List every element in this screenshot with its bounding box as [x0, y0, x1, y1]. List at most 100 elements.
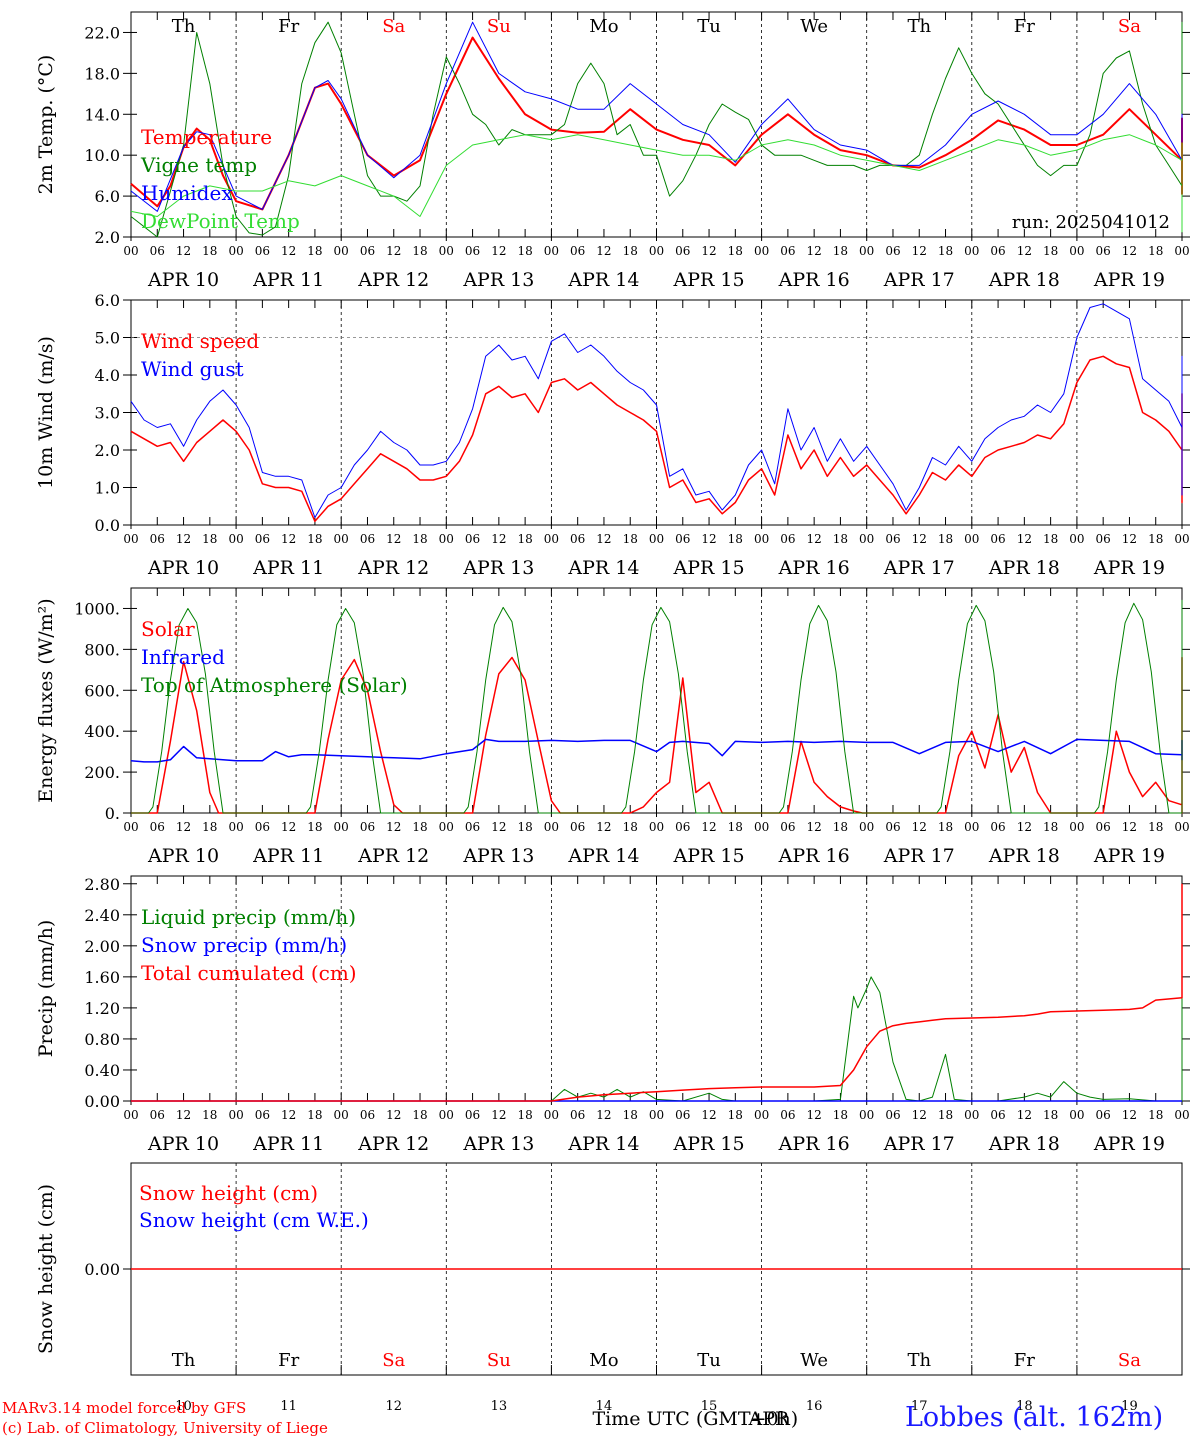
- hour-tick-label: 00: [228, 1108, 243, 1122]
- hour-tick-label: 06: [780, 244, 795, 258]
- hour-tick-label: 18: [1043, 1108, 1058, 1122]
- date-label: APR 10: [147, 845, 219, 867]
- hour-tick-label: 06: [465, 244, 480, 258]
- date-label: APR 16: [778, 557, 850, 579]
- hour-tick-label: 00: [754, 532, 769, 546]
- y-tick-label: 18.0: [84, 64, 120, 83]
- date-label: APR 19: [1093, 557, 1165, 579]
- hour-tick-label: 18: [938, 532, 953, 546]
- hour-tick-label: 06: [885, 244, 900, 258]
- hour-tick-label: 12: [386, 1108, 401, 1122]
- hour-tick-label: 06: [990, 820, 1005, 834]
- series-line-liquid-precip-mm-h-: [131, 957, 1183, 1102]
- hour-tick-label: 06: [675, 820, 690, 834]
- y-tick-label: 0.40: [84, 1061, 120, 1080]
- series-line-top-of-atmosphere-solar-: [131, 599, 1183, 814]
- hour-tick-label: 12: [386, 532, 401, 546]
- hour-tick-label: 12: [1017, 1108, 1032, 1122]
- weekday-label: We: [800, 16, 828, 37]
- weekday-label: Th: [172, 1350, 196, 1371]
- date-label: APR 17: [883, 845, 955, 867]
- hour-tick-label: 00: [228, 820, 243, 834]
- date-label: APR 19: [1093, 269, 1165, 291]
- date-label: APR 14: [567, 845, 639, 867]
- weekday-label: Fr: [278, 1350, 299, 1371]
- hour-tick-label: 12: [491, 532, 506, 546]
- series-line-total-cumulated-cm-: [131, 883, 1183, 1102]
- weekday-label: Sa: [382, 1350, 405, 1371]
- date-label: APR 12: [357, 269, 429, 291]
- weekday-label: Th: [907, 1350, 931, 1371]
- hour-tick-label: 12: [701, 532, 716, 546]
- model-credit-line: MARv3.14 model forced by GFS: [2, 1399, 247, 1417]
- hour-tick-label: 18: [1043, 244, 1058, 258]
- day-number-label: 14: [596, 1399, 613, 1414]
- hour-tick-label: 06: [780, 532, 795, 546]
- hour-tick-label: 18: [1148, 820, 1163, 834]
- date-label: APR 13: [462, 1133, 534, 1155]
- hour-tick-label: 00: [544, 1108, 559, 1122]
- hour-tick-label: 00: [334, 244, 349, 258]
- hour-tick-label: 18: [202, 244, 217, 258]
- hour-tick-label: 06: [990, 1108, 1005, 1122]
- run-annotation: run: 2025041012: [1012, 212, 1170, 233]
- legend-entry: Total cumulated (cm): [141, 961, 357, 985]
- hour-tick-label: 00: [544, 244, 559, 258]
- hour-tick-label: 06: [675, 532, 690, 546]
- hour-tick-label: 00: [964, 1108, 979, 1122]
- hour-tick-label: 18: [1148, 532, 1163, 546]
- hour-tick-label: 18: [623, 1108, 638, 1122]
- y-tick-label: 2.0: [95, 228, 120, 247]
- legend-entry: Humidex: [141, 181, 233, 205]
- y-tick-label: 600.: [84, 681, 120, 700]
- y-tick-label: 2.40: [84, 906, 120, 925]
- hour-tick-label: 18: [728, 532, 743, 546]
- hour-tick-label: 18: [938, 820, 953, 834]
- weekday-label: Mo: [589, 16, 618, 37]
- date-label: APR 12: [357, 557, 429, 579]
- legend-entry: Snow height (cm): [139, 1181, 318, 1205]
- y-tick-label: 5.0: [95, 329, 120, 348]
- hour-tick-label: 06: [1096, 820, 1111, 834]
- hour-tick-label: 06: [465, 820, 480, 834]
- panel-4: [123, 875, 1190, 1105]
- hour-tick-label: 12: [491, 1108, 506, 1122]
- hour-tick-label: 18: [517, 532, 532, 546]
- hour-tick-label: 06: [360, 820, 375, 834]
- hour-tick-label: 06: [570, 244, 585, 258]
- plot-frame: [130, 11, 1183, 238]
- hour-tick-label: 00: [649, 820, 664, 834]
- hour-tick-label: 12: [176, 244, 191, 258]
- hour-tick-label: 00: [334, 532, 349, 546]
- y-axis-label: 10m Wind (m/s): [35, 336, 57, 489]
- hour-tick-label: 00: [439, 1108, 454, 1122]
- series-line-wind-gust: [130, 303, 1183, 518]
- weekday-label: Th: [172, 16, 196, 37]
- hour-tick-label: 00: [228, 244, 243, 258]
- hour-tick-label: 06: [465, 1108, 480, 1122]
- hour-tick-label: 18: [1148, 1108, 1163, 1122]
- hour-tick-label: 06: [570, 1108, 585, 1122]
- date-label: APR 17: [883, 269, 955, 291]
- hour-tick-label: 18: [728, 820, 743, 834]
- x-axis-label: Time UTC (GMT+0h): [593, 1408, 799, 1430]
- date-label: APR 14: [567, 1133, 639, 1155]
- date-label: APR 19: [1093, 845, 1165, 867]
- hour-tick-label: 18: [833, 532, 848, 546]
- y-tick-label: 1.20: [84, 999, 120, 1018]
- hour-tick-label: 18: [412, 1108, 427, 1122]
- date-label: APR 11: [252, 269, 324, 291]
- legend-entry: Snow height (cm W.E.): [139, 1208, 369, 1232]
- hour-tick-label: 12: [176, 532, 191, 546]
- day-number-label: 11: [280, 1399, 297, 1414]
- hour-tick-label: 00: [1174, 244, 1189, 258]
- hour-tick-label: 12: [596, 532, 611, 546]
- weekday-label: Mo: [589, 1350, 618, 1371]
- date-label: APR 10: [147, 269, 219, 291]
- hour-tick-label: 00: [649, 244, 664, 258]
- hour-tick-label: 18: [307, 1108, 322, 1122]
- hour-tick-label: 00: [754, 244, 769, 258]
- station-title: Lobbes (alt. 162m): [905, 1402, 1164, 1433]
- date-label: APR 18: [988, 557, 1060, 579]
